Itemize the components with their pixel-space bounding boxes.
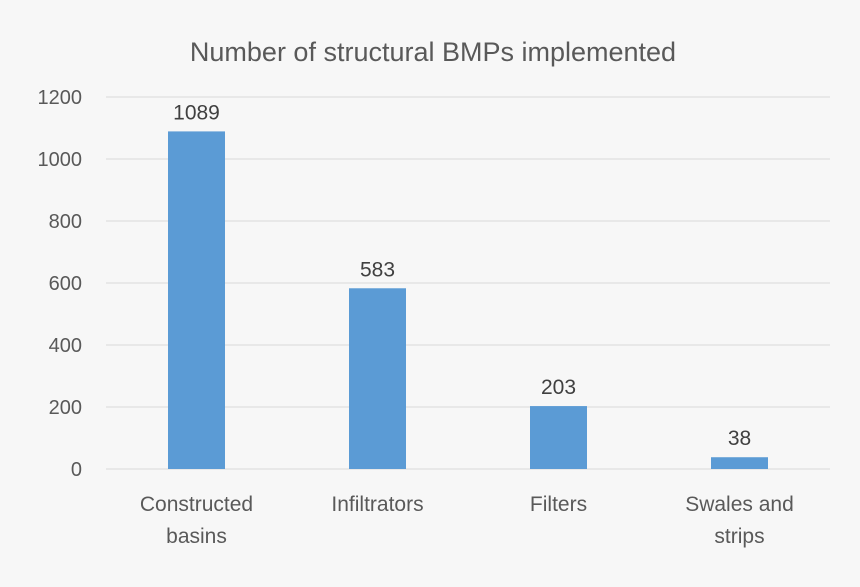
- y-tick-label: 200: [49, 397, 82, 419]
- chart-title: Number of structural BMPs implemented: [190, 37, 676, 67]
- x-tick-label: Constructed: [140, 493, 253, 516]
- y-tick-label: 0: [71, 459, 82, 481]
- y-axis: 0 200 400 600 800 1000 1200: [38, 87, 83, 481]
- x-tick-label: basins: [166, 525, 227, 548]
- x-tick-label: Swales and: [685, 493, 794, 516]
- y-tick-label: 400: [49, 335, 82, 357]
- data-label: 203: [541, 376, 576, 399]
- x-tick-label: Filters: [530, 493, 587, 516]
- bar: [711, 457, 768, 469]
- x-axis: Constructed basins Infiltrators Filters Swal…: [140, 493, 794, 548]
- x-tick-label: Infiltrators: [331, 493, 423, 516]
- y-tick-label: 600: [49, 273, 82, 295]
- data-label: 583: [360, 258, 395, 281]
- y-tick-label: 800: [49, 211, 82, 233]
- data-label: 38: [728, 427, 751, 450]
- bar: [168, 131, 225, 469]
- data-label: 1089: [173, 101, 220, 124]
- data-labels: 1089 583 203 38: [173, 101, 751, 450]
- bar: [530, 406, 587, 469]
- y-tick-label: 1200: [38, 87, 83, 109]
- bar: [349, 288, 406, 469]
- x-tick-label: strips: [714, 525, 764, 548]
- gridlines: [106, 96, 830, 470]
- y-tick-label: 1000: [38, 149, 83, 171]
- bars: [168, 131, 768, 469]
